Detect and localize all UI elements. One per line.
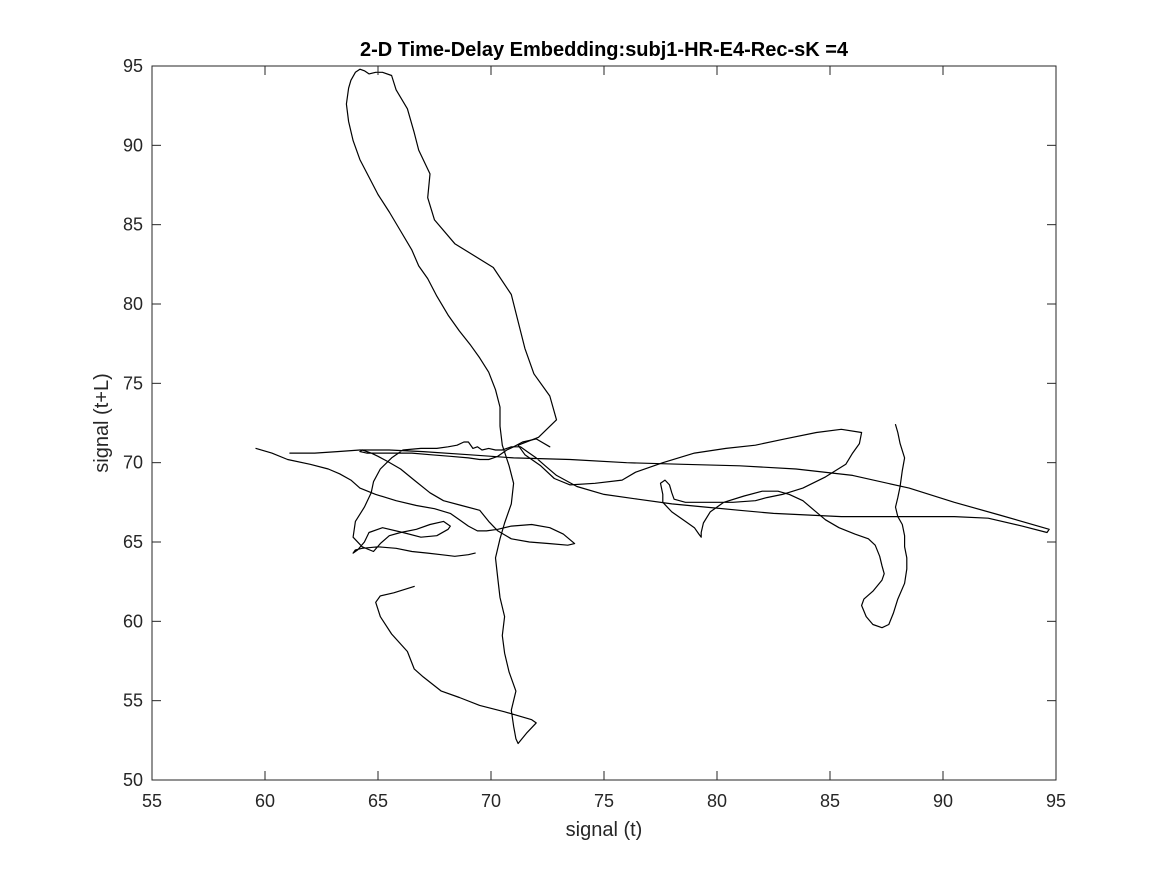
plot-area [152,66,1056,780]
x-tick-label: 55 [142,791,162,811]
y-tick-label: 55 [123,691,143,711]
x-tick-label: 65 [368,791,388,811]
series-layer [255,68,1050,745]
x-tick-label: 90 [933,791,953,811]
y-tick-label: 90 [123,135,143,155]
x-tick-label: 95 [1046,791,1066,811]
x-tick-label: 80 [707,791,727,811]
y-tick-label: 50 [123,770,143,790]
trajectory-segment-2 [255,438,576,546]
y-axis-label: signal (t+L) [91,373,113,473]
x-axis-label: signal (t) [566,819,643,841]
x-tick-label: 75 [594,791,614,811]
axes-box [151,65,1057,781]
trajectory-segment-3 [289,441,1050,557]
y-tick-label: 70 [123,453,143,473]
y-tick-label: 80 [123,294,143,314]
y-tick-label: 60 [123,611,143,631]
y-tick-label: 75 [123,373,143,393]
x-tick-label: 85 [820,791,840,811]
trajectory-segment-1 [345,68,908,745]
y-tick-label: 85 [123,215,143,235]
y-tick-label: 95 [123,56,143,76]
chart-title: 2-D Time-Delay Embedding:subj1-HR-E4-Rec… [360,39,849,61]
y-tick-label: 65 [123,532,143,552]
x-tick-label: 60 [255,791,275,811]
x-tick-label: 70 [481,791,501,811]
